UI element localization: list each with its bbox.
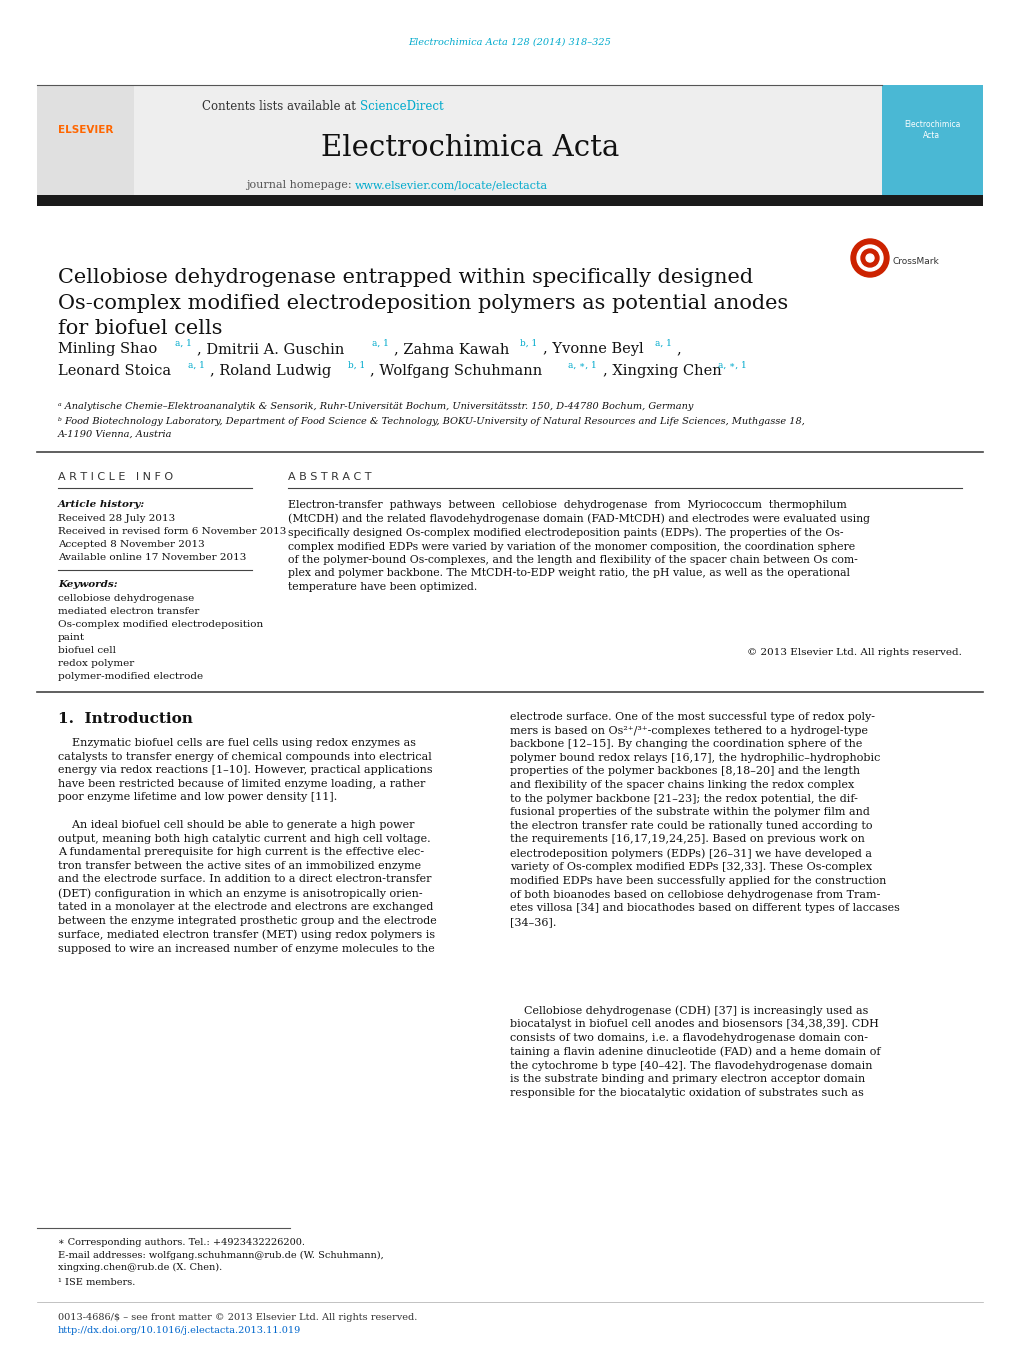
Text: a, 1: a, 1 <box>175 339 192 349</box>
Text: ᵃ Analytische Chemie–Elektroananalytik & Sensorik, Ruhr-Universität Bochum, Univ: ᵃ Analytische Chemie–Elektroananalytik &… <box>58 403 693 411</box>
Text: Os-complex modified electrodeposition: Os-complex modified electrodeposition <box>58 620 263 630</box>
Text: Received 28 July 2013: Received 28 July 2013 <box>58 513 175 523</box>
Text: Electrochimica Acta 128 (2014) 318–325: Electrochimica Acta 128 (2014) 318–325 <box>409 38 610 46</box>
Text: paint: paint <box>58 634 85 642</box>
Text: , Wolfgang Schuhmann: , Wolfgang Schuhmann <box>370 363 542 378</box>
Text: A R T I C L E   I N F O: A R T I C L E I N F O <box>58 471 173 482</box>
Circle shape <box>856 245 882 272</box>
Text: Cellobiose dehydrogenase (CDH) [37] is increasingly used as
biocatalyst in biofu: Cellobiose dehydrogenase (CDH) [37] is i… <box>510 1005 879 1098</box>
Text: , Dmitrii A. Guschin: , Dmitrii A. Guschin <box>197 342 344 357</box>
Text: Cellobiose dehydrogenase entrapped within specifically designed
Os-complex modif: Cellobiose dehydrogenase entrapped withi… <box>58 267 788 339</box>
Circle shape <box>865 254 873 262</box>
Text: http://dx.doi.org/10.1016/j.electacta.2013.11.019: http://dx.doi.org/10.1016/j.electacta.20… <box>58 1325 301 1335</box>
Text: electrode surface. One of the most successful type of redox poly-
mers is based : electrode surface. One of the most succe… <box>510 712 899 927</box>
Text: A B S T R A C T: A B S T R A C T <box>287 471 371 482</box>
Text: redox polymer: redox polymer <box>58 659 135 667</box>
Text: ,: , <box>676 342 680 357</box>
Text: Leonard Stoica: Leonard Stoica <box>58 363 171 378</box>
Text: a, ∗, 1: a, ∗, 1 <box>568 361 596 370</box>
Text: ᵇ Food Biotechnology Laboratory, Department of Food Science & Technology, BOKU-U: ᵇ Food Biotechnology Laboratory, Departm… <box>58 417 804 439</box>
Text: Electrochimica
Acta: Electrochimica Acta <box>903 120 959 141</box>
Bar <box>37 85 881 195</box>
Bar <box>881 85 982 195</box>
Text: Received in revised form 6 November 2013: Received in revised form 6 November 2013 <box>58 527 286 536</box>
Text: polymer-modified electrode: polymer-modified electrode <box>58 671 203 681</box>
Text: Accepted 8 November 2013: Accepted 8 November 2013 <box>58 540 205 549</box>
Text: mediated electron transfer: mediated electron transfer <box>58 607 199 616</box>
Text: cellobiose dehydrogenase: cellobiose dehydrogenase <box>58 594 194 603</box>
Text: journal homepage:: journal homepage: <box>246 180 355 190</box>
Text: a, 1: a, 1 <box>654 339 672 349</box>
Text: Keywords:: Keywords: <box>58 580 117 589</box>
Text: ScienceDirect: ScienceDirect <box>360 100 443 113</box>
Text: www.elsevier.com/locate/electacta: www.elsevier.com/locate/electacta <box>355 180 547 190</box>
Text: , Zahma Kawah: , Zahma Kawah <box>393 342 508 357</box>
Text: Available online 17 November 2013: Available online 17 November 2013 <box>58 553 247 562</box>
Text: Electrochimica Acta: Electrochimica Acta <box>321 134 619 162</box>
Text: biofuel cell: biofuel cell <box>58 646 116 655</box>
Bar <box>37 195 982 205</box>
Circle shape <box>850 239 889 277</box>
Text: a, ∗, 1: a, ∗, 1 <box>717 361 746 370</box>
Text: © 2013 Elsevier Ltd. All rights reserved.: © 2013 Elsevier Ltd. All rights reserved… <box>746 648 961 657</box>
Text: 0013-4686/$ – see front matter © 2013 Elsevier Ltd. All rights reserved.: 0013-4686/$ – see front matter © 2013 El… <box>58 1313 417 1323</box>
Text: a, 1: a, 1 <box>372 339 388 349</box>
Text: , Roland Ludwig: , Roland Ludwig <box>210 363 331 378</box>
Text: Contents lists available at: Contents lists available at <box>202 100 360 113</box>
Text: , Xingxing Chen: , Xingxing Chen <box>602 363 721 378</box>
Text: , Yvonne Beyl: , Yvonne Beyl <box>542 342 643 357</box>
Text: b, 1: b, 1 <box>347 361 365 370</box>
Text: b, 1: b, 1 <box>520 339 537 349</box>
Text: ¹ ISE members.: ¹ ISE members. <box>58 1278 136 1288</box>
Circle shape <box>860 249 878 267</box>
Text: 1.  Introduction: 1. Introduction <box>58 712 193 725</box>
Text: ∗ Corresponding authors. Tel.: +4923432226200.: ∗ Corresponding authors. Tel.: +49234322… <box>58 1238 305 1247</box>
Text: Article history:: Article history: <box>58 500 145 509</box>
Text: An ideal biofuel cell should be able to generate a high power
output, meaning bo: An ideal biofuel cell should be able to … <box>58 820 436 954</box>
Text: E-mail addresses: wolfgang.schuhmann@rub.de (W. Schuhmann),
xingxing.chen@rub.de: E-mail addresses: wolfgang.schuhmann@rub… <box>58 1251 383 1273</box>
Bar <box>37 85 133 195</box>
Text: Enzymatic biofuel cells are fuel cells using redox enzymes as
catalysts to trans: Enzymatic biofuel cells are fuel cells u… <box>58 738 432 802</box>
Text: CrossMark: CrossMark <box>892 257 938 266</box>
Text: Minling Shao: Minling Shao <box>58 342 157 357</box>
Text: Electron-transfer  pathways  between  cellobiose  dehydrogenase  from  Myriococc: Electron-transfer pathways between cello… <box>287 500 869 592</box>
Text: a, 1: a, 1 <box>187 361 205 370</box>
Text: ELSEVIER: ELSEVIER <box>58 126 113 135</box>
